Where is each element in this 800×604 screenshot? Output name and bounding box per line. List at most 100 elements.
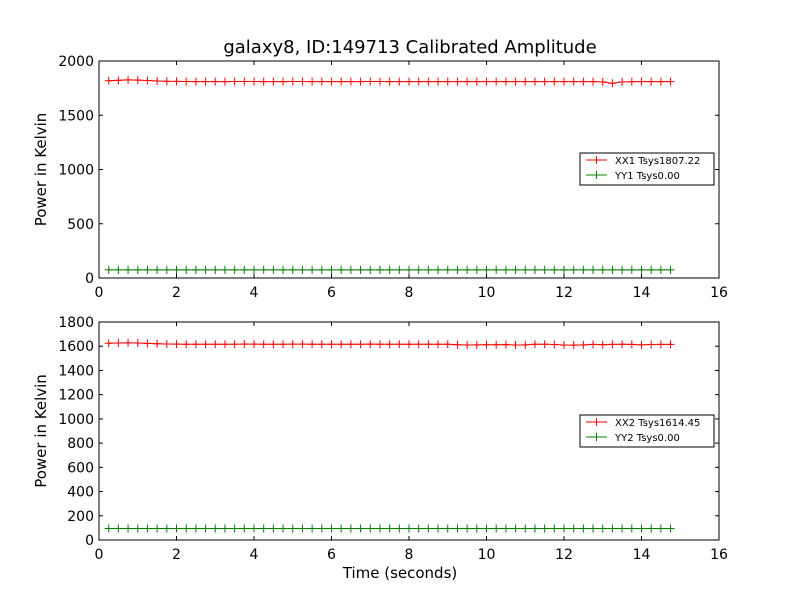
data-point	[656, 77, 665, 86]
data-point	[327, 524, 336, 533]
x-tick-label: 6	[327, 285, 336, 301]
data-point	[298, 265, 307, 274]
data-point	[279, 524, 288, 533]
data-point	[511, 265, 520, 274]
data-point	[385, 340, 394, 349]
data-point	[579, 524, 588, 533]
data-point	[172, 524, 181, 533]
data-point	[308, 77, 317, 86]
data-point	[220, 340, 229, 349]
data-point	[405, 77, 413, 86]
legend-swatch	[586, 156, 607, 164]
data-point	[550, 524, 559, 533]
data-point	[521, 77, 530, 86]
data-point	[608, 79, 617, 88]
data-point	[608, 340, 617, 349]
data-point	[327, 77, 336, 86]
data-point	[191, 524, 200, 533]
data-point	[124, 524, 133, 533]
x-tick-label: 10	[478, 285, 496, 301]
data-point	[637, 524, 646, 533]
data-point	[153, 265, 162, 274]
data-point	[434, 524, 443, 533]
data-point	[414, 77, 423, 86]
data-point	[162, 77, 171, 86]
data-point	[172, 340, 181, 349]
y-tick-label: 500	[67, 217, 94, 233]
data-point	[666, 77, 675, 86]
data-point	[414, 524, 423, 533]
data-point	[395, 77, 404, 86]
data-point	[492, 77, 501, 86]
data-point	[308, 265, 317, 274]
legend-swatch	[586, 171, 607, 179]
data-point	[656, 265, 665, 274]
legend: XX2 Tsys1614.45 YY2 Tsys0.00	[579, 414, 715, 448]
data-point	[443, 524, 452, 533]
data-point	[540, 265, 549, 274]
data-point	[627, 524, 636, 533]
data-point	[521, 265, 530, 274]
data-point	[569, 77, 578, 86]
y-tick-label: 0	[85, 271, 94, 287]
data-point	[482, 77, 491, 86]
data-point	[637, 265, 646, 274]
data-point	[220, 524, 229, 533]
data-point	[288, 524, 297, 533]
y-tick-label: 0	[85, 533, 94, 549]
data-point	[327, 340, 336, 349]
data-point	[666, 340, 675, 349]
data-point	[637, 77, 646, 86]
x-tick-label: 8	[405, 285, 414, 301]
data-point	[279, 340, 288, 349]
data-point	[598, 265, 607, 274]
data-point	[598, 78, 607, 87]
data-point	[201, 77, 210, 86]
y-tick-label: 1200	[58, 388, 94, 404]
data-point	[114, 265, 123, 274]
x-tick-label: 0	[95, 547, 104, 563]
data-point	[133, 265, 142, 274]
data-point	[366, 524, 375, 533]
data-point	[453, 524, 462, 533]
y-tick-label: 1400	[58, 363, 94, 379]
data-point	[211, 77, 220, 86]
data-point	[618, 524, 627, 533]
data-point	[153, 524, 162, 533]
data-point	[647, 265, 656, 274]
data-point	[124, 338, 133, 347]
data-point	[298, 77, 307, 86]
x-axis-label: Time (seconds)	[342, 564, 458, 582]
x-tick-label: 4	[250, 547, 259, 563]
data-point	[656, 524, 665, 533]
data-point	[191, 340, 200, 349]
x-tick-label: 16	[710, 285, 728, 301]
data-point	[317, 340, 326, 349]
data-point	[540, 524, 549, 533]
x-tick-label: 16	[710, 547, 728, 563]
data-point	[492, 340, 501, 349]
data-point	[472, 340, 481, 349]
data-point	[124, 265, 133, 274]
data-point	[463, 341, 472, 350]
data-point	[463, 265, 472, 274]
y-tick-label: 1000	[58, 163, 94, 179]
data-point	[317, 265, 326, 274]
y-tick-label: 1000	[58, 412, 94, 428]
data-point	[153, 76, 162, 85]
figure-title: galaxy8, ID:149713 Calibrated Amplitude	[223, 37, 596, 58]
data-point	[240, 524, 249, 533]
y-axis-label: Power in Kelvin	[32, 374, 50, 488]
data-point	[240, 77, 249, 86]
y-tick-label: 400	[67, 485, 94, 501]
data-point	[550, 77, 559, 86]
data-point	[104, 265, 113, 274]
data-point	[395, 524, 404, 533]
data-point	[579, 77, 588, 86]
data-point	[346, 524, 355, 533]
data-point	[230, 77, 239, 86]
data-point	[550, 265, 559, 274]
data-point	[356, 77, 365, 86]
data-point	[405, 340, 413, 349]
